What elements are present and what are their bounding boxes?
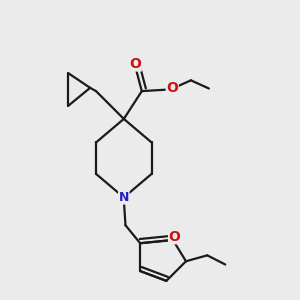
Text: N: N [118, 191, 129, 204]
Text: O: O [129, 57, 141, 71]
Text: O: O [166, 81, 178, 95]
Text: O: O [169, 230, 181, 244]
